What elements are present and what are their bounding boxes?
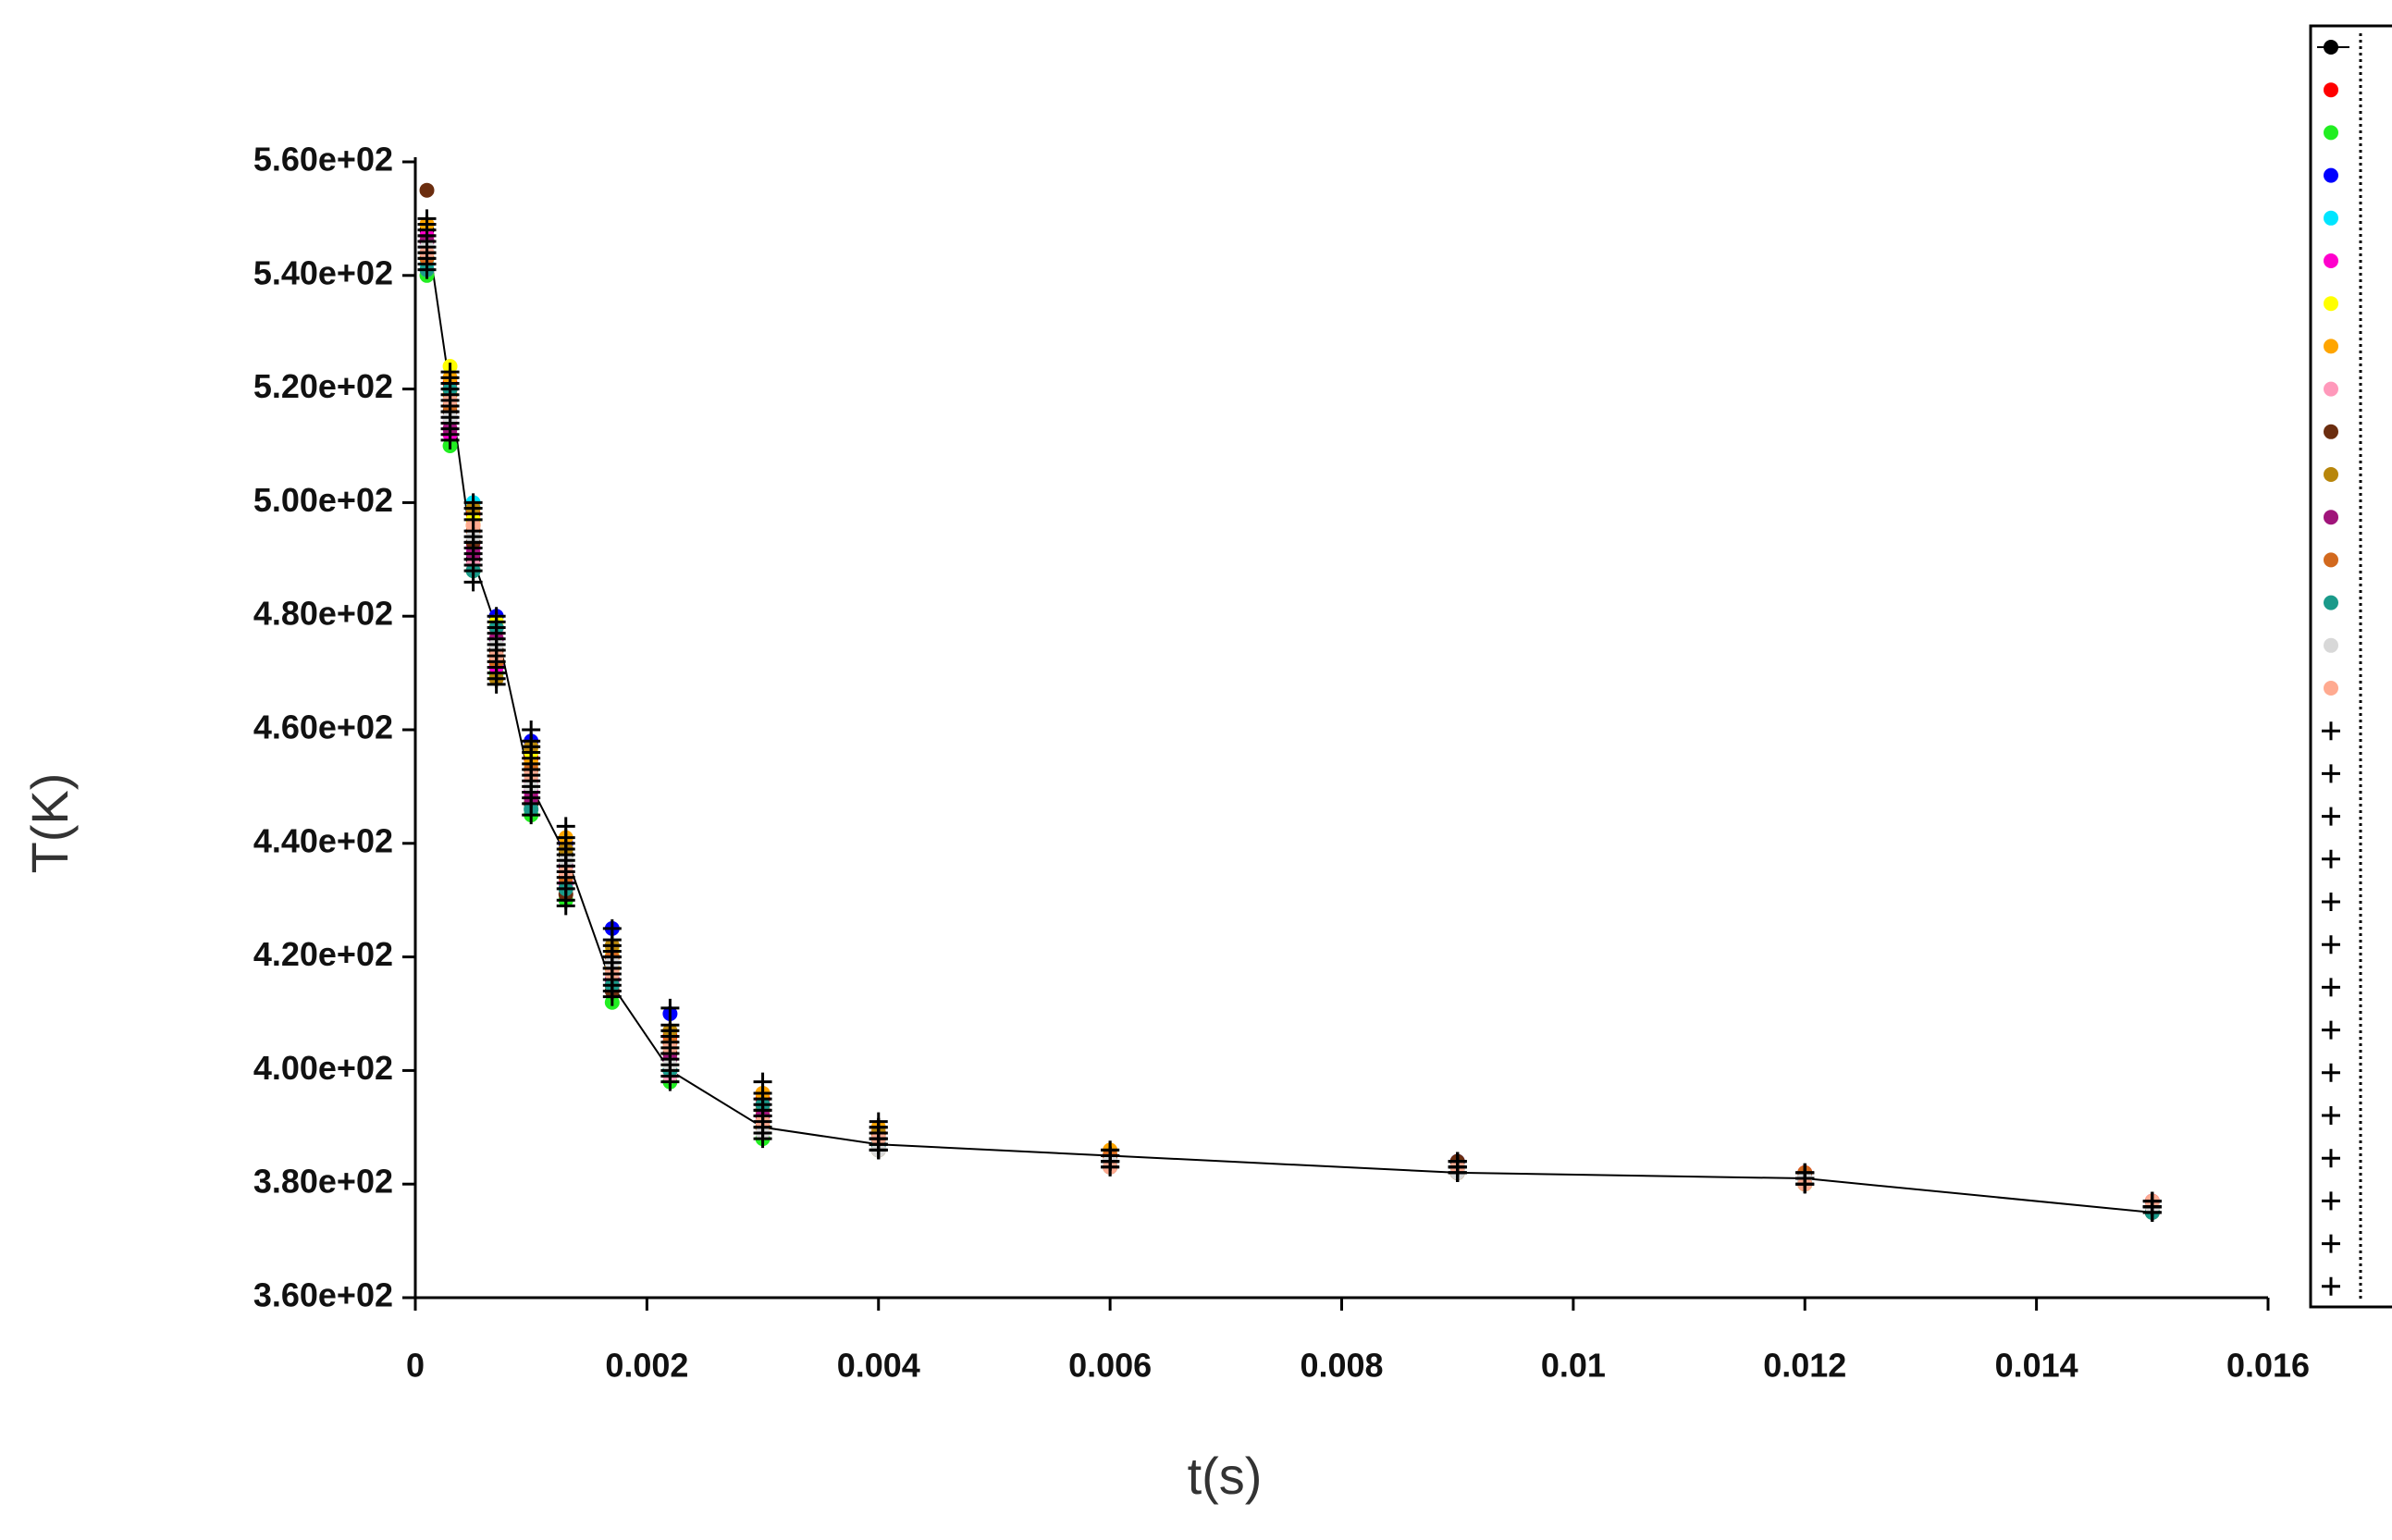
data-point: [869, 1129, 888, 1149]
legend-marker: [2324, 424, 2338, 439]
x-tick-label: 0.008: [1300, 1347, 1383, 1385]
data-point: [463, 573, 483, 592]
data-point: [602, 976, 622, 995]
data-point: [660, 1027, 680, 1046]
legend-marker: [2324, 40, 2338, 55]
legend-marker: [2322, 807, 2340, 826]
legend-box: [2309, 24, 2392, 1309]
data-point: [463, 555, 483, 574]
data-point: [522, 806, 541, 825]
legend-marker: [2324, 552, 2338, 568]
data-point: [753, 1072, 772, 1091]
legend-marker: [2322, 1149, 2340, 1168]
legend-marker: [2324, 296, 2338, 312]
y-tick-label: 3.80e+02: [253, 1163, 393, 1201]
data-point: [556, 879, 575, 898]
y-tick-label: 5.60e+02: [253, 141, 393, 179]
data-point: [602, 942, 622, 961]
legend-marker: [2322, 978, 2340, 997]
data-point: [602, 918, 622, 938]
data-point: [522, 788, 541, 807]
legend-marker: [2324, 253, 2338, 268]
y-tick-label: 4.00e+02: [253, 1049, 393, 1087]
y-tick-label: 4.20e+02: [253, 935, 393, 973]
y-tick-label: 4.40e+02: [253, 821, 393, 859]
data-point: [753, 1106, 772, 1126]
legend-marker: [2322, 1063, 2340, 1082]
legend-marker: [2322, 1020, 2340, 1040]
data-point: [660, 1072, 680, 1091]
data-point: [440, 402, 460, 422]
x-tick-label: 0.01: [1541, 1347, 1606, 1385]
legend-marker: [2324, 339, 2338, 354]
legend-marker: [2322, 1191, 2340, 1211]
data-point: [556, 896, 575, 916]
legend-marker: [2322, 1234, 2340, 1253]
legend-marker: [2322, 764, 2340, 783]
legend-marker: [2324, 167, 2338, 183]
legend-marker: [2324, 82, 2338, 98]
data-point: [1448, 1157, 1467, 1177]
y-tick-label: 4.80e+02: [253, 595, 393, 633]
legend-marker: [2324, 681, 2338, 696]
y-tick-label: 4.60e+02: [253, 708, 393, 746]
y-axis-title: T(K): [20, 773, 79, 874]
legend-marker: [2324, 467, 2338, 482]
x-tick-label: 0.012: [1763, 1347, 1846, 1385]
data-point: [522, 759, 541, 779]
data-point: [487, 669, 506, 688]
data-point: [487, 618, 506, 637]
data-point: [522, 737, 541, 757]
x-tick-label: 0: [406, 1347, 425, 1385]
legend-marker: [2324, 510, 2338, 525]
data-point: [440, 368, 460, 388]
x-tick-label: 0.002: [605, 1347, 688, 1385]
y-tick-label: 5.00e+02: [253, 481, 393, 519]
data-point: [556, 856, 575, 876]
legend-marker: [2322, 1276, 2340, 1296]
legend-marker: [2324, 125, 2338, 141]
legend-marker: [2322, 721, 2340, 741]
data-point: [660, 998, 680, 1017]
legend-marker: [2324, 595, 2338, 610]
data-point: [556, 817, 575, 836]
data-point: [2142, 1197, 2162, 1216]
data-point: [463, 533, 483, 552]
data-point: [487, 641, 506, 660]
legend-marker: [2322, 849, 2340, 869]
x-axis-title: t(s): [1188, 1447, 1263, 1505]
legend-marker: [2324, 637, 2338, 653]
y-tick-label: 3.60e+02: [253, 1276, 393, 1314]
data-point: [417, 226, 437, 245]
data-point: [419, 182, 435, 198]
y-tick-label: 5.40e+02: [253, 253, 393, 291]
data-point: [660, 1043, 680, 1063]
data-point: [417, 243, 437, 263]
x-tick-label: 0.006: [1068, 1347, 1152, 1385]
data-point: [1101, 1152, 1120, 1171]
x-tick-label: 0.014: [1995, 1347, 2078, 1385]
legend-marker: [2322, 893, 2340, 911]
legend-marker: [2322, 935, 2340, 955]
data-point: [602, 958, 622, 978]
data-point: [440, 419, 460, 438]
legend-marker: [2322, 1106, 2340, 1125]
legend-marker: [2324, 381, 2338, 397]
data-point: [1795, 1175, 1815, 1194]
legend-marker: [2324, 210, 2338, 226]
data-point: [463, 499, 483, 518]
x-tick-label: 0.004: [837, 1347, 920, 1385]
data-point: [556, 839, 575, 858]
y-tick-label: 5.20e+02: [253, 367, 393, 405]
x-tick-label: 0.016: [2226, 1347, 2310, 1385]
data-point: [522, 721, 541, 739]
